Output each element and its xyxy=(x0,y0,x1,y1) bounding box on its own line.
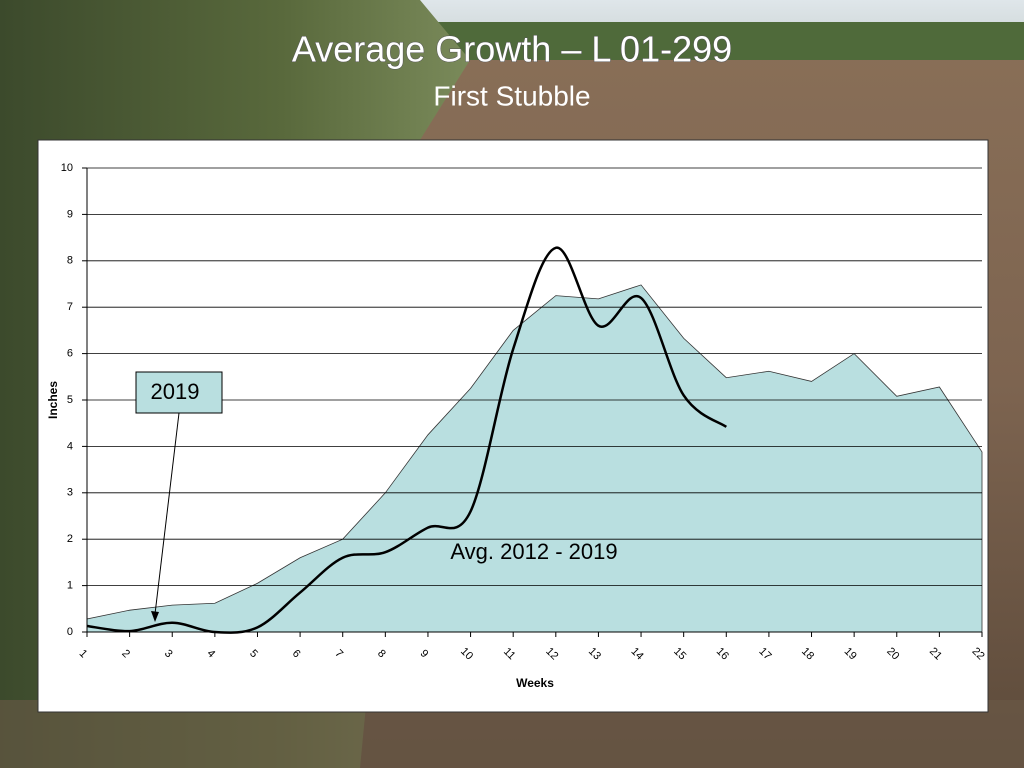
y-tick-label: 6 xyxy=(67,348,73,360)
title: Average Growth – L 01-299 xyxy=(292,29,732,70)
arrow-head xyxy=(151,611,159,622)
y-tick-label: 5 xyxy=(67,394,73,406)
annotation-arrow xyxy=(154,412,180,615)
y-tick-label: 0 xyxy=(67,626,73,638)
y-tick-label: 4 xyxy=(67,440,73,452)
annotation-box xyxy=(135,371,223,414)
subtitle: First Stubble xyxy=(433,80,590,111)
y-tick-label: 7 xyxy=(67,301,73,313)
y-tick-label: 2 xyxy=(67,533,73,545)
line xyxy=(86,246,728,634)
y-tick-label: 8 xyxy=(67,255,73,267)
area xyxy=(86,284,983,633)
x-axis-label: Weeks xyxy=(516,676,554,690)
y-tick-label: 3 xyxy=(67,487,73,499)
y-axis-label: Inches xyxy=(46,381,60,419)
y-tick-label: 9 xyxy=(67,208,73,220)
y-tick-label: 1 xyxy=(67,580,73,592)
y-tick-label: 10 xyxy=(61,162,73,174)
line-annotation: 2019 xyxy=(151,379,200,404)
area-annotation: Avg. 2012 - 2019 xyxy=(450,539,617,564)
